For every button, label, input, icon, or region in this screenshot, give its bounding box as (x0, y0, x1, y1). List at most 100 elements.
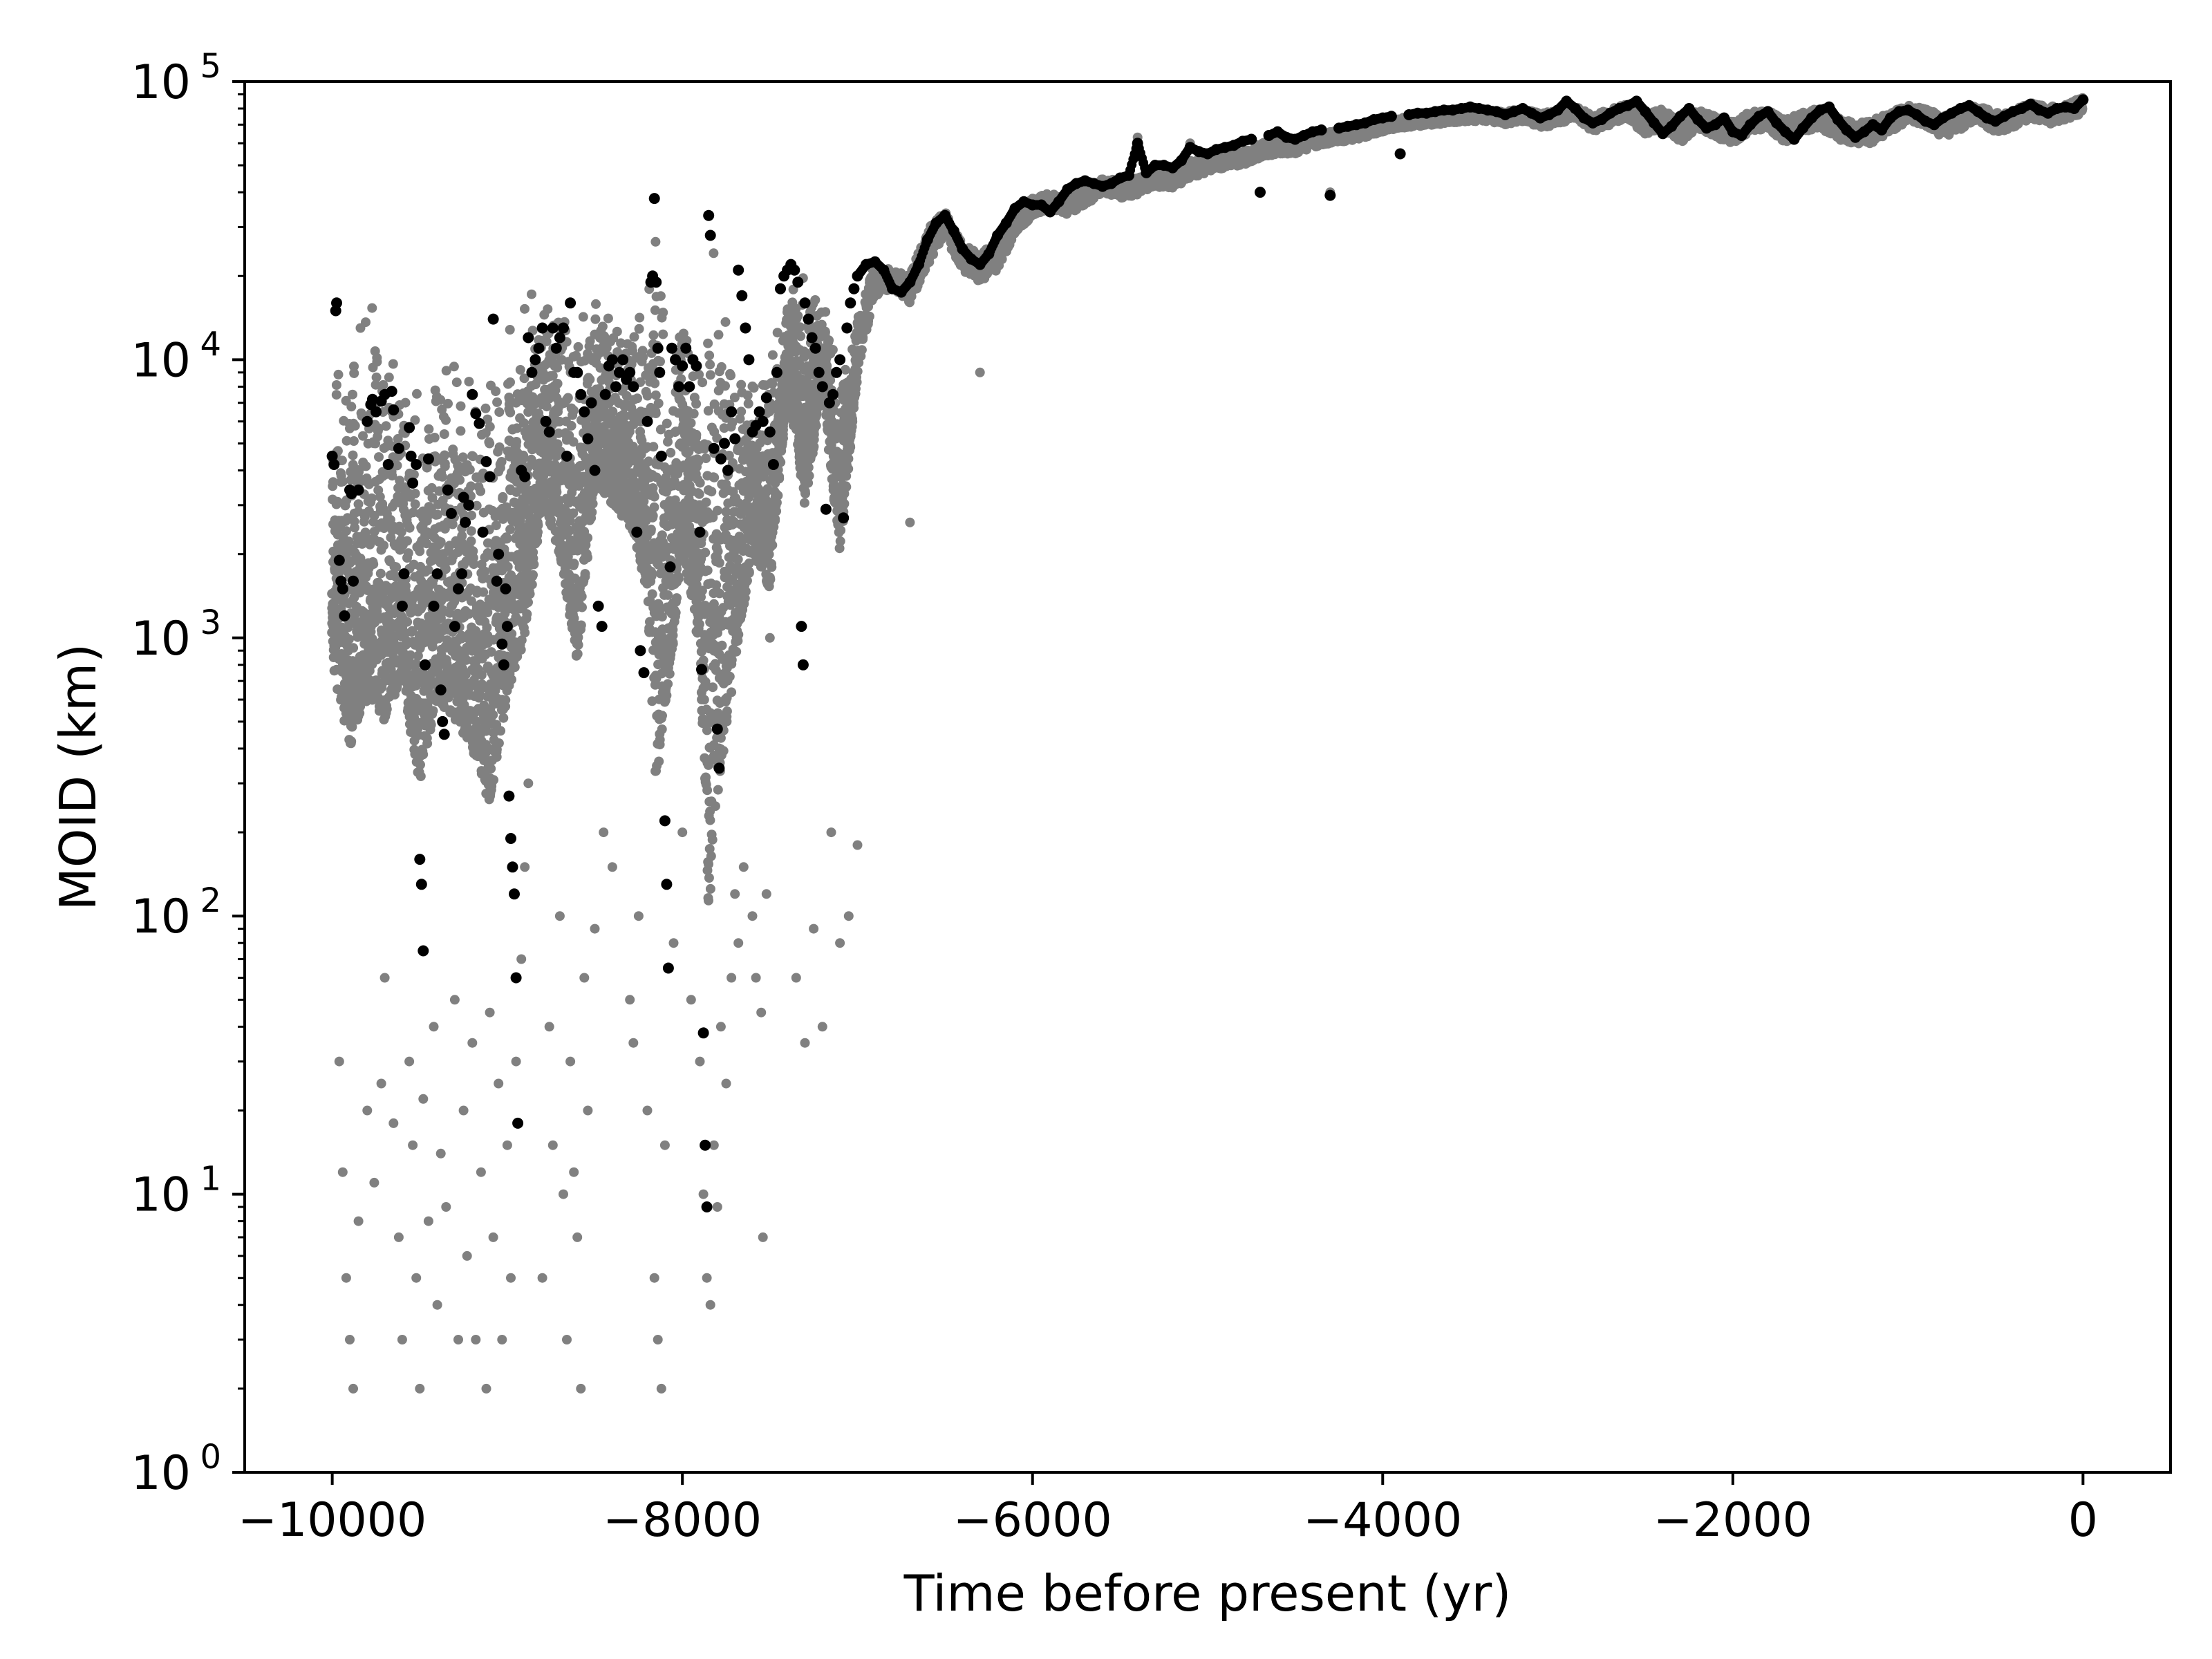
clone-point (393, 433, 403, 444)
clone-point (381, 421, 391, 431)
clone-point (701, 497, 711, 507)
clone-point (384, 372, 394, 382)
clone-point (480, 566, 490, 577)
clone-point (468, 451, 478, 462)
clone-point (328, 477, 338, 487)
clone-point (424, 424, 434, 434)
clone-point (492, 397, 503, 407)
clone-point (361, 461, 371, 471)
clone-point (543, 304, 553, 315)
clone-point (358, 431, 368, 441)
clone-point (771, 506, 782, 516)
clone-point (699, 695, 709, 705)
clone-point (337, 476, 348, 487)
clone-point (476, 486, 486, 496)
clone-point (703, 893, 713, 903)
clone-point (428, 706, 438, 716)
clone-point (502, 534, 512, 544)
clone-point (800, 486, 810, 496)
clone-point (527, 289, 536, 299)
clone-point (441, 366, 451, 376)
clone-point (332, 496, 343, 507)
clone-point (702, 725, 712, 735)
clone-point (348, 450, 358, 460)
clone-point (413, 650, 423, 661)
clone-point (350, 523, 359, 533)
clone-point (489, 775, 499, 785)
clone-point (441, 655, 451, 665)
clone-point (852, 366, 863, 377)
clone-point (648, 330, 659, 340)
clone-point (379, 541, 389, 551)
clone-point (576, 620, 586, 630)
clone-point (653, 398, 664, 409)
clone-point (465, 465, 475, 475)
clone-point (482, 414, 493, 424)
clone-point (662, 691, 672, 700)
clone-point (368, 559, 379, 570)
clone-point (705, 815, 715, 825)
clone-point (346, 738, 356, 749)
clone-point (634, 324, 644, 334)
clone-point (804, 471, 814, 481)
clone-point (650, 236, 661, 247)
clone-point (505, 325, 515, 335)
clone-point (388, 359, 398, 369)
clone-point (437, 605, 447, 615)
clone-point (722, 716, 732, 727)
clone-point (603, 313, 613, 324)
clone-point (572, 649, 583, 659)
clone-point (491, 521, 501, 531)
clone-point (482, 538, 493, 548)
clone-point (456, 401, 466, 411)
clone-point (668, 637, 678, 648)
clone-point (841, 482, 852, 492)
clone-point (509, 662, 520, 673)
clone-point (532, 536, 543, 547)
clone-point (402, 536, 412, 546)
clone-point (635, 312, 645, 323)
clone-point (811, 420, 821, 431)
clone-point (563, 393, 573, 403)
clone-point (458, 452, 468, 462)
clone-point (371, 379, 381, 390)
clone-point (353, 499, 364, 509)
clone-point (629, 332, 639, 342)
clone-point (331, 390, 341, 400)
clone-point (482, 608, 493, 617)
clone-point (694, 489, 704, 499)
clone-point (391, 562, 401, 572)
clone-point (405, 650, 415, 660)
clone-point (765, 572, 775, 583)
clone-point (736, 406, 747, 417)
clone-point (409, 469, 419, 480)
clone-point (372, 606, 382, 617)
clone-point (573, 341, 583, 352)
clone-point (441, 415, 451, 425)
clone-point (662, 418, 672, 429)
clone-point (701, 453, 711, 463)
clone-point (523, 597, 533, 608)
clone-point (836, 525, 846, 536)
clone-point (485, 438, 495, 449)
clone-point (422, 738, 433, 749)
clone-point (821, 307, 831, 317)
clone-point (407, 626, 418, 636)
clone-point (459, 700, 469, 710)
clone-point (481, 726, 491, 736)
clone-point (649, 502, 659, 512)
clone-point (491, 386, 501, 396)
clone-point (355, 588, 365, 598)
clone-point (703, 338, 713, 348)
clone-point (749, 383, 759, 393)
clone-point (435, 395, 446, 405)
clone-point (456, 426, 466, 436)
clone-point (466, 481, 476, 491)
clone-point (498, 494, 508, 503)
clone-point (632, 393, 642, 404)
clone-point (375, 568, 386, 579)
clone-point (337, 456, 347, 466)
clone-point (727, 687, 737, 697)
